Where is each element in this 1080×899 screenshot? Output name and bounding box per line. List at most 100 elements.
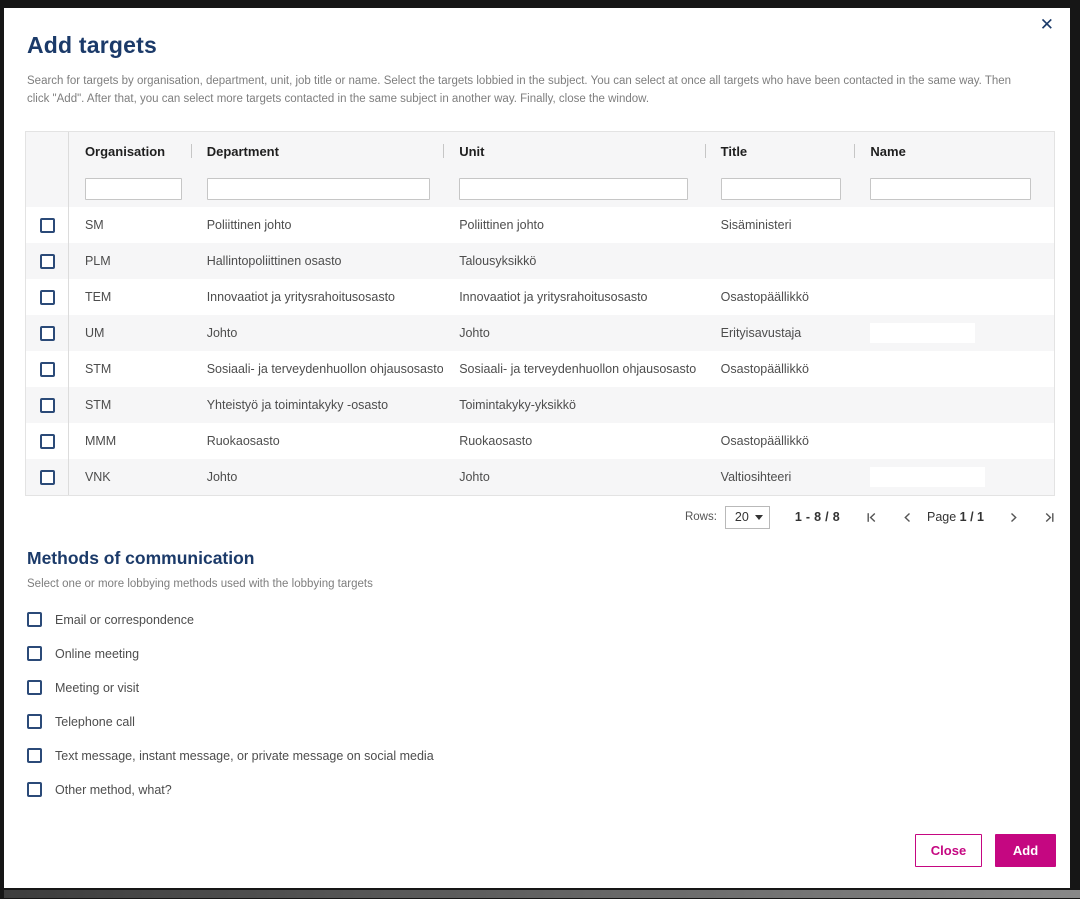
- method-option-telephone-call[interactable]: Telephone call: [27, 714, 1030, 729]
- pagination-bar: Rows: 20 1 - 8 / 8 Page 1 / 1: [25, 504, 1055, 530]
- dialog-footer: Close Add: [915, 834, 1056, 867]
- cell-title: Osastopäällikkö: [720, 434, 809, 448]
- cell-title: Osastopäällikkö: [720, 362, 809, 376]
- method-checkbox[interactable]: [27, 714, 42, 729]
- method-option-email[interactable]: Email or correspondence: [27, 612, 1030, 627]
- row-checkbox[interactable]: [40, 433, 55, 449]
- table-row: TEM Innovaatiot ja yritysrahoitusosasto …: [26, 279, 1054, 315]
- next-page-icon[interactable]: [1010, 512, 1018, 523]
- cell-department: Ruokaosasto: [206, 434, 280, 448]
- cell-title: Sisäministeri: [720, 218, 792, 232]
- cell-unit: Innovaatiot ja yritysrahoitusosasto: [459, 290, 648, 304]
- cell-organisation: STM: [67, 351, 191, 387]
- cell-unit: Sosiaali- ja terveydenhuollon ohjausosas…: [459, 362, 697, 376]
- cell-name: [854, 315, 1054, 351]
- cell-organisation: PLM: [67, 243, 191, 279]
- cell-title: [705, 243, 855, 279]
- redacted-name-box: [870, 467, 986, 487]
- method-option-text-message[interactable]: Text message, instant message, or privat…: [27, 748, 1030, 763]
- method-label: Email or correspondence: [55, 612, 194, 627]
- row-checkbox[interactable]: [40, 289, 55, 305]
- table-row: PLM Hallintopoliittinen osasto Talousyks…: [26, 243, 1054, 279]
- add-button[interactable]: Add: [995, 834, 1056, 867]
- method-label: Text message, instant message, or privat…: [55, 748, 434, 763]
- table-header-row: Organisation Department Unit Title Name: [26, 132, 1054, 170]
- targets-table: Organisation Department Unit Title Name …: [25, 131, 1055, 496]
- row-checkbox[interactable]: [40, 397, 55, 413]
- redacted-name-box: [870, 323, 976, 343]
- cell-organisation: TEM: [67, 279, 191, 315]
- filter-organisation-input[interactable]: [84, 177, 182, 200]
- rows-per-page-select[interactable]: 20: [724, 505, 770, 529]
- method-checkbox[interactable]: [27, 782, 42, 797]
- row-range-indicator: 1 - 8 / 8: [794, 510, 840, 524]
- cell-organisation: SM: [67, 207, 191, 243]
- cell-name: [854, 279, 1054, 315]
- cell-organisation: STM: [67, 387, 191, 423]
- methods-subtitle: Select one or more lobbying methods used…: [27, 578, 373, 590]
- cell-name: [854, 351, 1054, 387]
- chevron-down-icon: [754, 514, 763, 520]
- method-label: Meeting or visit: [55, 680, 140, 695]
- cell-unit: Ruokaosasto: [459, 434, 533, 448]
- method-option-online-meeting[interactable]: Online meeting: [27, 646, 1030, 661]
- row-checkbox[interactable]: [40, 469, 55, 485]
- cell-organisation: MMM: [67, 423, 191, 459]
- row-checkbox[interactable]: [40, 253, 55, 269]
- last-page-icon[interactable]: [1044, 512, 1055, 523]
- methods-checkbox-list: Email or correspondence Online meeting M…: [27, 612, 1030, 797]
- method-label: Online meeting: [55, 646, 140, 661]
- table-row: VNK Johto Johto Valtiosihteeri: [26, 459, 1054, 495]
- methods-heading: Methods of communication: [27, 548, 255, 568]
- row-checkbox[interactable]: [40, 217, 55, 233]
- method-option-other[interactable]: Other method, what?: [27, 782, 1030, 797]
- table-row: SM Poliittinen johto Poliittinen johto S…: [26, 207, 1054, 243]
- row-checkbox[interactable]: [40, 361, 55, 377]
- cell-title: Osastopäällikkö: [720, 290, 809, 304]
- method-option-meeting-or-visit[interactable]: Meeting or visit: [27, 680, 1030, 695]
- filter-title-input[interactable]: [720, 177, 841, 200]
- close-button[interactable]: Close: [915, 834, 982, 867]
- method-checkbox[interactable]: [27, 646, 42, 661]
- cell-department: Johto: [206, 470, 238, 484]
- dialog-description: Search for targets by organisation, depa…: [27, 75, 1012, 105]
- column-header-organisation: Organisation: [67, 132, 191, 170]
- horizontal-scrollbar[interactable]: [4, 890, 1080, 898]
- cell-unit: Talousyksikkö: [459, 254, 537, 268]
- cell-title: Erityisavustaja: [720, 326, 802, 340]
- filter-department-input[interactable]: [206, 177, 430, 200]
- table-row: MMM Ruokaosasto Ruokaosasto Osastopäälli…: [26, 423, 1054, 459]
- rows-per-page-label: Rows:: [684, 511, 717, 523]
- table-row: UM Johto Johto Erityisavustaja: [26, 315, 1054, 351]
- add-targets-dialog: ✕ Add targets Search for targets by orga…: [4, 8, 1070, 888]
- cell-name: [854, 387, 1054, 423]
- row-checkbox[interactable]: [40, 325, 55, 341]
- close-icon[interactable]: ✕: [1039, 15, 1054, 34]
- method-checkbox[interactable]: [27, 748, 42, 763]
- first-page-icon[interactable]: [866, 512, 877, 523]
- cell-name: [854, 243, 1054, 279]
- page-indicator: Page 1 / 1: [927, 510, 984, 524]
- filter-empty-cell: [26, 170, 68, 207]
- previous-page-icon[interactable]: [903, 512, 911, 523]
- filter-name-input[interactable]: [870, 177, 1032, 200]
- table-row: STM Sosiaali- ja terveydenhuollon ohjaus…: [26, 351, 1054, 387]
- cell-unit: Poliittinen johto: [459, 218, 544, 232]
- column-header-department: Department: [190, 132, 444, 170]
- filter-unit-input[interactable]: [459, 177, 689, 200]
- cell-organisation: VNK: [67, 459, 191, 495]
- method-checkbox[interactable]: [27, 680, 42, 695]
- cell-organisation: UM: [67, 315, 191, 351]
- cell-name: [854, 423, 1054, 459]
- cell-department: Innovaatiot ja yritysrahoitusosasto: [206, 290, 395, 304]
- cell-title: Valtiosihteeri: [720, 470, 792, 484]
- cell-unit: Toimintakyky-yksikkö: [459, 398, 576, 412]
- table-row: STM Yhteistyö ja toimintakyky -osasto To…: [26, 387, 1054, 423]
- methods-of-communication-section: Methods of communication Select one or m…: [27, 548, 1030, 797]
- page-value: 1 / 1: [959, 510, 984, 524]
- cell-unit: Johto: [459, 326, 490, 340]
- column-header-name: Name: [854, 132, 1054, 170]
- cell-department: Sosiaali- ja terveydenhuollon ohjausosas…: [206, 362, 444, 376]
- method-checkbox[interactable]: [27, 612, 42, 627]
- method-label: Telephone call: [55, 714, 135, 729]
